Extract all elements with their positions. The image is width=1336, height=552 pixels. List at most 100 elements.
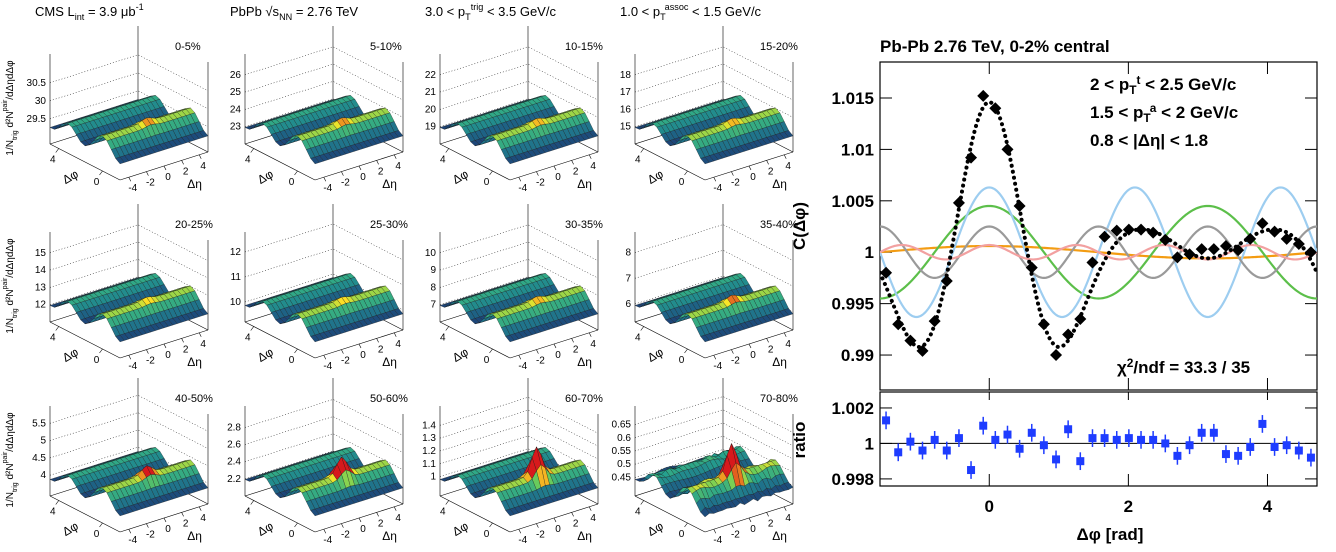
text-part: trig [471,2,484,12]
data-point [1195,243,1208,256]
data-point [904,334,917,347]
grid-line [49,395,209,432]
ratio-point [1173,451,1182,460]
z-tick-label: 8 [430,282,436,293]
ratio-point [1003,430,1012,439]
data-point [928,315,941,328]
text-part: trig [12,482,19,492]
x-tick-label: 4 [1263,497,1273,516]
text-part: -1 [136,2,144,12]
y-axis-label: Δφ [645,519,666,539]
chi2-label: χ2/ndf = 33.3 / 35 [1117,356,1250,377]
x-tick [323,177,327,182]
ratio-point [954,434,963,443]
ratio-point [1076,457,1085,466]
y-tick-label: 4 [245,333,251,344]
x-tick [393,154,397,159]
box-edge [244,495,316,533]
y-tick-label: 1 [865,434,874,453]
x-tick [748,517,752,523]
z-tick-label: 18 [620,70,632,81]
x-tick-label: 0 [555,524,561,535]
z-tick-label: 9 [430,265,436,276]
x-tick [588,154,592,159]
grid-line [439,46,599,83]
text-part: PbPb √s [230,4,280,19]
x-tick-label: -4 [713,535,722,546]
grid-line [439,259,599,296]
grid-line [634,422,794,460]
data-point [1268,225,1281,238]
x-tick [146,523,149,528]
x-tick [146,171,149,176]
y-tick [684,348,688,354]
text-part: 1/N [5,492,16,508]
ratio-point [1246,442,1255,451]
z-tick-label: 13 [35,282,47,293]
harmonic-curve [880,243,1317,261]
ratio-point [906,437,915,446]
x-tick [341,349,344,354]
x-tick-label: 2 [378,518,384,529]
x-tick-label: 0 [360,350,366,361]
x-tick-label: -2 [146,356,155,367]
y-tick-label: 0 [94,177,100,188]
text-part: a [1150,101,1157,115]
grid-line [439,422,599,460]
x-tick-label: -2 [536,178,545,189]
y-tick-label: 4 [635,333,641,344]
grid-line [439,409,599,447]
ratio-point [882,416,891,425]
data-point [1183,248,1196,261]
y-tick [640,326,644,331]
panel-title: 20-25% [175,219,213,231]
grid-line [634,224,794,261]
ratio-point [942,446,951,455]
y-tick [640,148,644,153]
y-axis-label: Δφ [60,345,81,365]
text-part: 1.5 < p [1090,103,1143,122]
ratio-point [930,435,939,444]
y-tick-label: 0 [679,529,685,540]
z-tick-label: 4.5 [32,453,46,464]
ratio-point [1197,428,1206,437]
text-part: assoc [665,2,689,12]
data-point [1232,244,1245,257]
x-axis-label: Δη [382,355,397,369]
grid-line [634,250,794,287]
x-tick-label: 0 [360,172,366,183]
x-axis-label: Δη [382,529,397,543]
x-axis-label: Δη [577,529,592,543]
data-point [940,275,953,288]
x-tick-label: -4 [713,183,722,194]
box-edge [49,321,121,359]
chart-title: Pb-Pb 2.76 TeV, 0-2% central [880,37,1110,56]
data-point [977,89,990,102]
text-part: /dΔηdΔφ [5,60,16,100]
x-tick-label: -2 [731,530,740,541]
z-tick-label: 23 [230,122,242,133]
x-axis-label: Δη [382,177,397,191]
x-tick-label: 4 [785,513,791,524]
y-tick-label: 1.005 [831,192,874,211]
grid-line [634,396,794,433]
z-tick-label: 7 [625,273,631,284]
z-tick-label: 10 [230,297,242,308]
text-part: pair [2,277,9,289]
grid-line [634,409,794,446]
box-edge [49,495,121,533]
y-tick-label: 0 [289,355,295,366]
ratio-point [894,448,903,457]
x-tick-label: 2 [183,344,189,355]
y-tick [489,348,493,354]
ratio-point [1027,428,1036,437]
y-tick [640,500,644,505]
ratio-point [1185,441,1194,450]
surface-cell [115,334,125,343]
y-tick-label: 4 [635,507,641,518]
ratio-point [1064,425,1073,434]
y-tick-label: 0 [289,529,295,540]
